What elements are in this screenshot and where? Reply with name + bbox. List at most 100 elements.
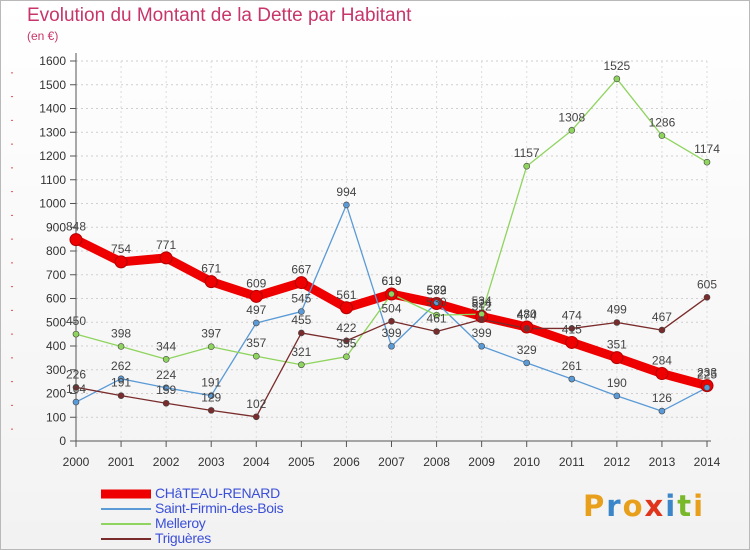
data-label: 284: [652, 354, 672, 368]
x-tick-label: 2000: [63, 455, 90, 469]
data-point: [478, 316, 485, 323]
data-point: [117, 343, 125, 350]
data-label: 190: [607, 376, 627, 390]
data-label: 474: [517, 308, 537, 322]
data-point: [388, 290, 395, 298]
x-tick-label: 2011: [559, 455, 585, 469]
data-point: [568, 375, 576, 383]
x-tick-label: 2005: [288, 455, 315, 469]
data-label: 605: [697, 277, 717, 291]
brand-letter: x: [644, 489, 666, 523]
data-label: 399: [381, 326, 401, 340]
data-label: 461: [427, 312, 447, 326]
data-point: [252, 352, 260, 360]
y-tick-label: 900: [46, 220, 66, 234]
legend-label: Melleroy: [155, 515, 206, 531]
data-point: [658, 407, 666, 415]
data-label: 609: [246, 276, 266, 290]
data-point: [249, 289, 263, 303]
unit-label: (en €): [27, 29, 59, 43]
x-tick-label: 2009: [468, 455, 495, 469]
data-label: 619: [381, 274, 401, 288]
data-label: 321: [291, 345, 311, 359]
data-point: [610, 351, 624, 365]
data-label: 399: [472, 326, 492, 340]
data-label: 667: [291, 263, 311, 277]
brand-letter: i: [693, 489, 706, 523]
x-tick-label: 2008: [423, 455, 450, 469]
data-label: 545: [291, 292, 311, 306]
data-label: 262: [111, 359, 131, 373]
data-point: [613, 392, 621, 400]
x-tick-label: 2007: [378, 455, 405, 469]
data-point: [565, 335, 579, 349]
data-point: [523, 162, 531, 170]
data-point: [162, 399, 170, 407]
data-point: [523, 325, 531, 332]
brand-logo: Proxiti: [583, 489, 705, 523]
x-tick-label: 2014: [694, 455, 721, 469]
data-label: 415: [562, 322, 582, 336]
data-label: 355: [336, 337, 356, 351]
data-label: 582: [427, 283, 447, 297]
x-tick-label: 2001: [108, 455, 135, 469]
x-tick-label: 2012: [604, 455, 631, 469]
data-point: [613, 75, 621, 83]
x-tick-label: 2004: [243, 455, 270, 469]
y-tick-label: 400: [46, 339, 66, 353]
data-point: [343, 337, 350, 345]
data-point: [69, 233, 83, 247]
legend-label: Saint-Firmin-des-Bois: [155, 500, 284, 516]
legend-label: CHâTEAU-RENARD: [155, 485, 280, 501]
data-label: 226: [66, 367, 86, 381]
data-point: [117, 392, 125, 399]
y-tick-label: 1000: [39, 197, 66, 211]
data-point: [703, 294, 711, 301]
data-point: [388, 317, 395, 325]
x-tick-label: 2013: [649, 455, 676, 469]
y-tick-label: 1600: [39, 54, 66, 68]
y-tick-label: 1100: [40, 173, 66, 187]
data-label: 397: [201, 327, 221, 341]
x-tick-label: 2006: [333, 455, 360, 469]
data-point: [433, 328, 440, 335]
legend-swatch: [101, 489, 151, 498]
data-label: 754: [111, 242, 131, 256]
data-point: [252, 413, 260, 421]
data-point: [658, 326, 666, 334]
legend-swatch: [101, 537, 151, 540]
data-point: [658, 132, 666, 139]
data-label: 579: [427, 283, 447, 297]
data-label: 530: [427, 295, 447, 309]
brand-letter: r: [606, 489, 623, 523]
y-tick-label: 200: [46, 387, 66, 401]
y-tick-label: 300: [46, 363, 66, 377]
y-tick-label: 1500: [39, 78, 66, 92]
data-label: 129: [201, 390, 221, 404]
data-label: 344: [156, 339, 176, 353]
data-point: [568, 127, 576, 134]
data-point: [568, 325, 576, 332]
data-label: 534: [472, 294, 492, 308]
data-label: 480: [517, 307, 537, 321]
data-label: 126: [652, 391, 672, 405]
data-point: [703, 384, 711, 391]
data-point: [114, 255, 128, 269]
data-label: 191: [201, 376, 221, 390]
data-label: 191: [111, 376, 131, 390]
data-point: [204, 275, 218, 289]
data-label: 357: [246, 336, 266, 350]
data-label: 102: [246, 397, 266, 411]
data-point: [298, 308, 305, 315]
y-tick-label: 0: [59, 434, 66, 448]
x-tick-label: 2002: [153, 455, 180, 469]
data-point: [433, 299, 440, 307]
chart-title: Evolution du Montant de la Dette par Hab…: [27, 5, 412, 26]
data-label: 225: [697, 368, 717, 382]
data-point: [339, 301, 353, 315]
data-label: 455: [291, 313, 311, 327]
data-label: 561: [336, 288, 356, 302]
data-point: [433, 311, 440, 319]
